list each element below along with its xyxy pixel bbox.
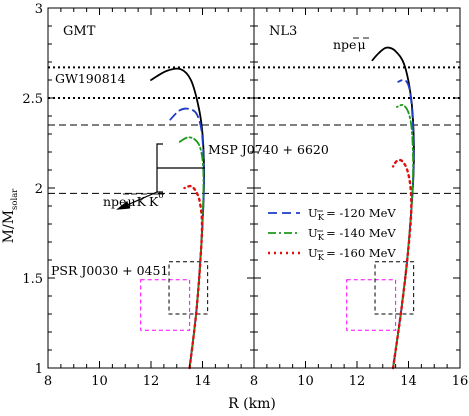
x-tick-label: 8 — [250, 374, 258, 389]
gmt-npe-text: npe — [103, 194, 126, 209]
svg-text:M/Msolar: M/Msolar — [1, 188, 20, 244]
x-tick-label: 10 — [297, 374, 314, 389]
x-tick-label: 14 — [194, 374, 211, 389]
y-axis-title-sub: solar — [10, 188, 20, 210]
curve-nl3-uk-140 — [392, 104, 415, 369]
gw190814-label: GW190814 — [55, 71, 126, 86]
nl3-npe-text: npe — [333, 37, 356, 52]
nl3-npe-mu-annotation: npeμ — [333, 37, 369, 52]
gmt-k0-symbol: K — [149, 194, 159, 209]
msp-bracket — [116, 143, 205, 210]
x-axis-title: R (km) — [228, 396, 276, 412]
legend-label-uk-140: UK = -140 MeV — [308, 226, 396, 243]
curve-nl3-uk-120 — [392, 78, 415, 369]
psr-box-panel0-0 — [140, 279, 191, 331]
curve-gmt-uk-120 — [169, 107, 205, 369]
y-axis-title-main: M/M — [1, 210, 17, 243]
legend-label-uk-160: UK = -160 MeV — [308, 246, 396, 263]
gmt-k0-superscript: 0 — [158, 191, 163, 201]
msp-label: MSP J0740 + 6620 — [208, 142, 329, 157]
x-tick-label: 12 — [349, 374, 366, 389]
curve-nl3-uk-160 — [391, 158, 413, 370]
panel-label-nl3: NL3 — [269, 24, 297, 39]
x-tick-label: 14 — [400, 374, 417, 389]
svg-text:npeμ: npeμ — [333, 37, 366, 52]
x-tick-label: 12 — [143, 374, 160, 389]
gmt-mu-symbol: μ — [127, 194, 135, 209]
y-tick-label: 1 — [35, 362, 43, 377]
y-axis-title: M/Msolar — [1, 188, 20, 244]
panel-frame-1 — [253, 7, 461, 369]
legend-label-uk-120: UK = -120 MeV — [308, 206, 396, 223]
x-tick-label: 8 — [44, 374, 52, 389]
y-tick-label: 3 — [35, 2, 43, 17]
nl3-mu-symbol: μ — [357, 37, 365, 52]
x-tick-label: 16 — [452, 374, 469, 389]
panel-label-gmt: GMT — [63, 24, 96, 39]
y-tick-label: 1.5 — [22, 272, 43, 287]
curve-gmt-uk-160 — [183, 184, 204, 370]
curve-gmt-uk-140 — [177, 136, 205, 369]
psr-box-panel1-1 — [374, 261, 415, 315]
panel-frame-0 — [47, 7, 255, 369]
psr-box-panel0-1 — [168, 261, 209, 315]
x-tick-label: 10 — [91, 374, 108, 389]
psr-box-panel1-0 — [346, 279, 397, 331]
gmt-k-symbol: K — [137, 194, 147, 209]
legend: UK = -120 MeV UK = -140 MeV UK = -160 MeV — [268, 206, 396, 263]
psr-label: PSR J0030 + 0451 — [51, 263, 168, 278]
y-tick-label: 2 — [35, 182, 43, 197]
gmt-npe-mu-kaon-annotation: npeμK K0 — [103, 191, 164, 209]
y-tick-label: 2.5 — [22, 92, 43, 107]
